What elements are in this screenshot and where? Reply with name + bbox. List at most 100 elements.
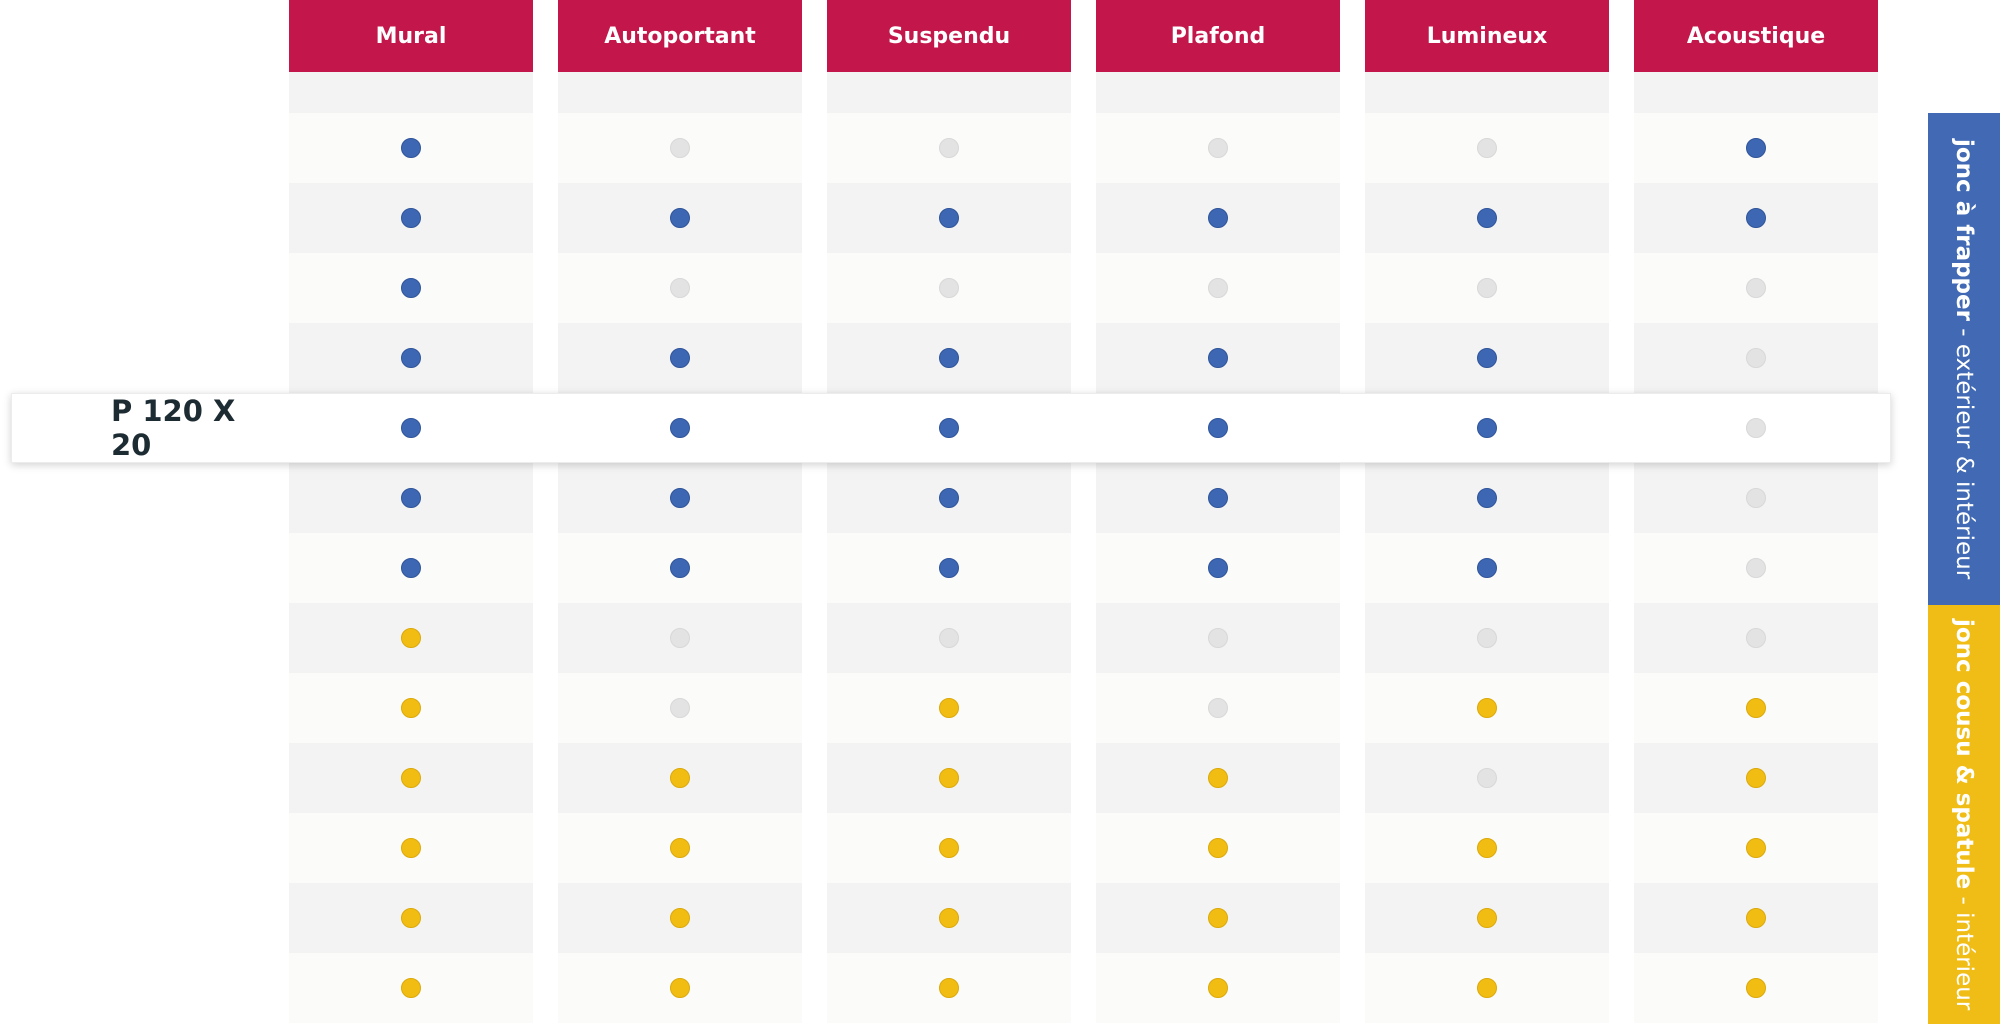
gray-dot-icon — [1477, 628, 1497, 648]
gray-dot-icon — [1208, 628, 1228, 648]
grid-cell — [289, 463, 533, 533]
grid-cell — [1365, 813, 1609, 883]
grid-cell — [558, 813, 802, 883]
grid-cell — [289, 253, 533, 323]
blue-dot-icon — [1746, 208, 1766, 228]
yellow-dot-icon — [670, 978, 690, 998]
grid-cell — [1096, 463, 1340, 533]
band-blue-light: - extérieur & intérieur — [1951, 320, 1977, 580]
grid-cell — [289, 953, 533, 1023]
column-plafond: Plafond — [1096, 0, 1340, 1024]
gray-dot-icon — [670, 698, 690, 718]
blue-dot-icon — [1208, 558, 1228, 578]
grid-cell — [558, 673, 802, 743]
grid-cell — [289, 673, 533, 743]
grid-cell — [1634, 953, 1878, 1023]
blue-dot-icon — [1477, 418, 1497, 438]
grid-cell — [558, 883, 802, 953]
grid-cell — [1365, 253, 1609, 323]
yellow-dot-icon — [670, 768, 690, 788]
gray-dot-icon — [1746, 628, 1766, 648]
grid-cell — [1365, 533, 1609, 603]
column-header[interactable]: Plafond — [1096, 0, 1340, 72]
grid-cell — [827, 813, 1071, 883]
blue-dot-icon — [939, 208, 959, 228]
yellow-dot-icon — [939, 768, 959, 788]
grid-cell — [1634, 463, 1878, 533]
header-spacer — [1096, 72, 1340, 113]
header-spacer — [558, 72, 802, 113]
yellow-dot-icon — [670, 838, 690, 858]
grid-cell — [827, 253, 1071, 323]
yellow-dot-icon — [401, 978, 421, 998]
grid-cell — [558, 253, 802, 323]
grid-cell — [1634, 813, 1878, 883]
yellow-dot-icon — [401, 838, 421, 858]
yellow-dot-icon — [1477, 698, 1497, 718]
grid-cell — [1365, 463, 1609, 533]
yellow-dot-icon — [401, 768, 421, 788]
grid-cell — [1634, 673, 1878, 743]
blue-dot-icon — [939, 418, 959, 438]
grid-cell — [827, 113, 1071, 183]
gray-dot-icon — [670, 628, 690, 648]
column-header[interactable]: Suspendu — [827, 0, 1071, 72]
grid-cell — [558, 603, 802, 673]
yellow-dot-icon — [1746, 978, 1766, 998]
column-header[interactable]: Mural — [289, 0, 533, 72]
grid-cell — [1634, 603, 1878, 673]
yellow-dot-icon — [939, 698, 959, 718]
band-yellow-light: - intérieur — [1951, 889, 1977, 1011]
column-header[interactable]: Acoustique — [1634, 0, 1878, 72]
blue-dot-icon — [1477, 488, 1497, 508]
blue-dot-icon — [1208, 208, 1228, 228]
yellow-dot-icon — [1746, 838, 1766, 858]
grid-cell — [1634, 183, 1878, 253]
gray-dot-icon — [1746, 348, 1766, 368]
grid-cell — [1634, 253, 1878, 323]
legend-band-jonc-cousu: jonc cousu & spatule - intérieur — [1928, 605, 2000, 1024]
grid-cell — [1365, 883, 1609, 953]
gray-dot-icon — [1208, 698, 1228, 718]
grid-cell — [289, 323, 533, 393]
yellow-dot-icon — [1208, 768, 1228, 788]
grid-cell — [827, 463, 1071, 533]
blue-dot-icon — [670, 488, 690, 508]
gray-dot-icon — [939, 278, 959, 298]
grid-cell — [1365, 673, 1609, 743]
gray-dot-icon — [939, 138, 959, 158]
yellow-dot-icon — [1477, 908, 1497, 928]
column-acoustique: Acoustique — [1634, 0, 1878, 1024]
grid-cell — [558, 533, 802, 603]
gray-dot-icon — [1208, 138, 1228, 158]
gray-dot-icon — [1477, 138, 1497, 158]
grid-cell — [827, 673, 1071, 743]
grid-cell — [1096, 673, 1340, 743]
yellow-dot-icon — [1746, 908, 1766, 928]
yellow-dot-icon — [939, 908, 959, 928]
grid-cell — [1634, 323, 1878, 393]
column-header[interactable]: Autoportant — [558, 0, 802, 72]
grid-cell — [1096, 883, 1340, 953]
grid-cell — [1365, 113, 1609, 183]
blue-dot-icon — [401, 278, 421, 298]
grid-cell — [558, 323, 802, 393]
grid-cell — [1096, 533, 1340, 603]
blue-dot-icon — [670, 208, 690, 228]
grid-cell — [827, 533, 1071, 603]
highlighted-row[interactable] — [11, 393, 1891, 463]
grid-cell — [1365, 183, 1609, 253]
grid-cell — [558, 463, 802, 533]
yellow-dot-icon — [401, 628, 421, 648]
yellow-dot-icon — [1746, 768, 1766, 788]
column-header[interactable]: Lumineux — [1365, 0, 1609, 72]
grid-cell — [289, 183, 533, 253]
column-suspendu: Suspendu — [827, 0, 1071, 1024]
blue-dot-icon — [1746, 138, 1766, 158]
grid-cell — [558, 183, 802, 253]
grid-cell — [289, 603, 533, 673]
yellow-dot-icon — [1208, 838, 1228, 858]
yellow-dot-icon — [1208, 978, 1228, 998]
blue-dot-icon — [401, 488, 421, 508]
grid-cell — [558, 953, 802, 1023]
